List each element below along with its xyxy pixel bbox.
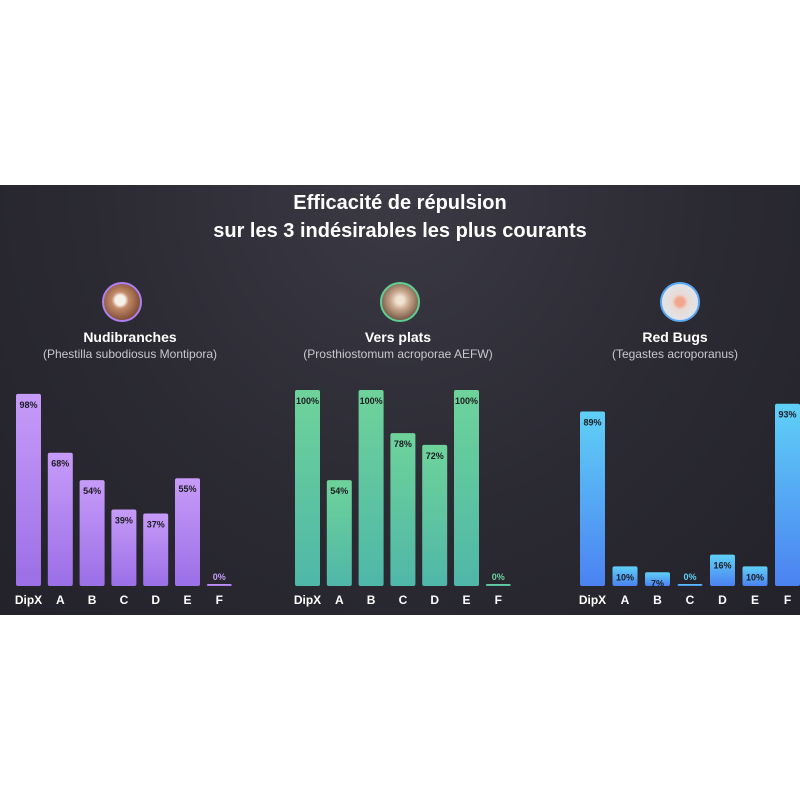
bar-F [775,403,800,586]
bar-value-label: 100% [360,396,383,406]
bar-value-label: 72% [426,451,444,461]
category-label: F [784,593,791,607]
chart-nudibranches: Nudibranches (Phestilla subodiosus Monti… [0,280,260,615]
category-label: B [653,593,662,607]
bar-plot: 100% DipX 54% A 100% B 78% C 72% D 100% E 0% F [294,390,511,607]
category-label: E [183,593,191,607]
category-label: D [151,593,160,607]
bar-value-label: 37% [147,519,165,529]
bar-value-label: 16% [713,561,731,571]
bar-C [677,584,703,586]
bar-C [111,509,137,586]
title-line-1: Efficacité de répulsion [293,192,507,214]
bar-D [710,554,735,586]
chart-subtitle: (Phestilla subodiosus Montipora) [42,347,218,361]
bar-E [454,390,479,586]
bar-value-label: 54% [83,486,101,496]
bar-value-label: 78% [394,439,412,449]
chart-subtitle: (Tegastes acroporanus) [611,347,739,361]
bar-value-label: 0% [213,572,226,582]
bar-plot: 89% DipX 10% A 7% B 0% C 16% D 10% E 93% F [579,403,800,607]
category-label: B [88,593,97,607]
bar-value-label: 93% [778,410,796,420]
bar-value-label: 0% [683,572,696,582]
category-label: D [430,593,439,607]
chart-vers-plats: Vers plats (Prosthiostomum acroporae AEF… [268,280,528,615]
bar-value-label: 100% [296,396,319,406]
category-label: C [399,593,408,607]
chart-subtitle: (Prosthiostomum acroporae AEFW) [303,347,493,361]
category-label: F [216,593,223,607]
bar-E [175,478,200,586]
category-label: C [120,593,129,607]
bar-A [612,566,638,586]
bar-value-label: 55% [178,484,196,494]
bar-value-label: 54% [330,486,348,496]
bar-D [422,444,448,586]
nudibranch-photo-icon [102,282,142,322]
title-line-2: sur les 3 indésirables les plus courants [213,220,587,242]
bar-value-label: 10% [616,572,634,582]
page-title: Efficacité de répulsion sur les 3 indési… [0,189,800,245]
bar-B [358,390,384,586]
category-label: DipX [15,593,42,607]
bar-A [47,452,73,586]
chart-title: Red Bugs [642,329,708,345]
category-label: A [621,593,630,607]
category-label: C [686,593,695,607]
bar-C [390,433,416,586]
category-label: F [495,593,502,607]
category-label: E [751,593,759,607]
bar-plot: 98% DipX 68% A 54% B 39% C 37% D 55% E 0% F [15,393,232,607]
bar-value-label: 68% [51,459,69,469]
category-label: B [367,593,376,607]
bar-DipX [295,390,320,586]
bar-B [645,572,670,586]
bar-DipX [16,393,41,586]
bar-value-label: 89% [583,418,601,428]
bar-D [143,513,169,586]
category-label: E [462,593,470,607]
flatworm-photo-icon [380,282,420,322]
bar-value-label: 100% [455,396,478,406]
category-label: A [335,593,344,607]
bar-value-label: 0% [492,572,505,582]
bar-E [742,566,768,586]
category-label: DipX [294,593,321,607]
bar-value-label: 10% [746,572,764,582]
red-bug-photo-icon [660,282,700,322]
category-label: DipX [579,593,606,607]
chart-title: Vers plats [364,329,432,345]
category-label: D [718,593,727,607]
bar-value-label: 7% [651,578,664,588]
chart-title: Nudibranches [83,329,177,345]
chart-panel: Efficacité de répulsion sur les 3 indési… [0,185,800,615]
category-label: A [56,593,65,607]
bar-F [485,584,511,586]
bar-F [206,584,232,586]
bar-B [79,480,105,586]
chart-red-bugs: Red Bugs (Tegastes acroporanus) 89% DipX 1… [550,280,800,615]
bar-DipX [580,411,605,586]
bar-A [326,480,352,586]
bar-value-label: 98% [19,400,37,410]
bar-value-label: 39% [115,516,133,526]
